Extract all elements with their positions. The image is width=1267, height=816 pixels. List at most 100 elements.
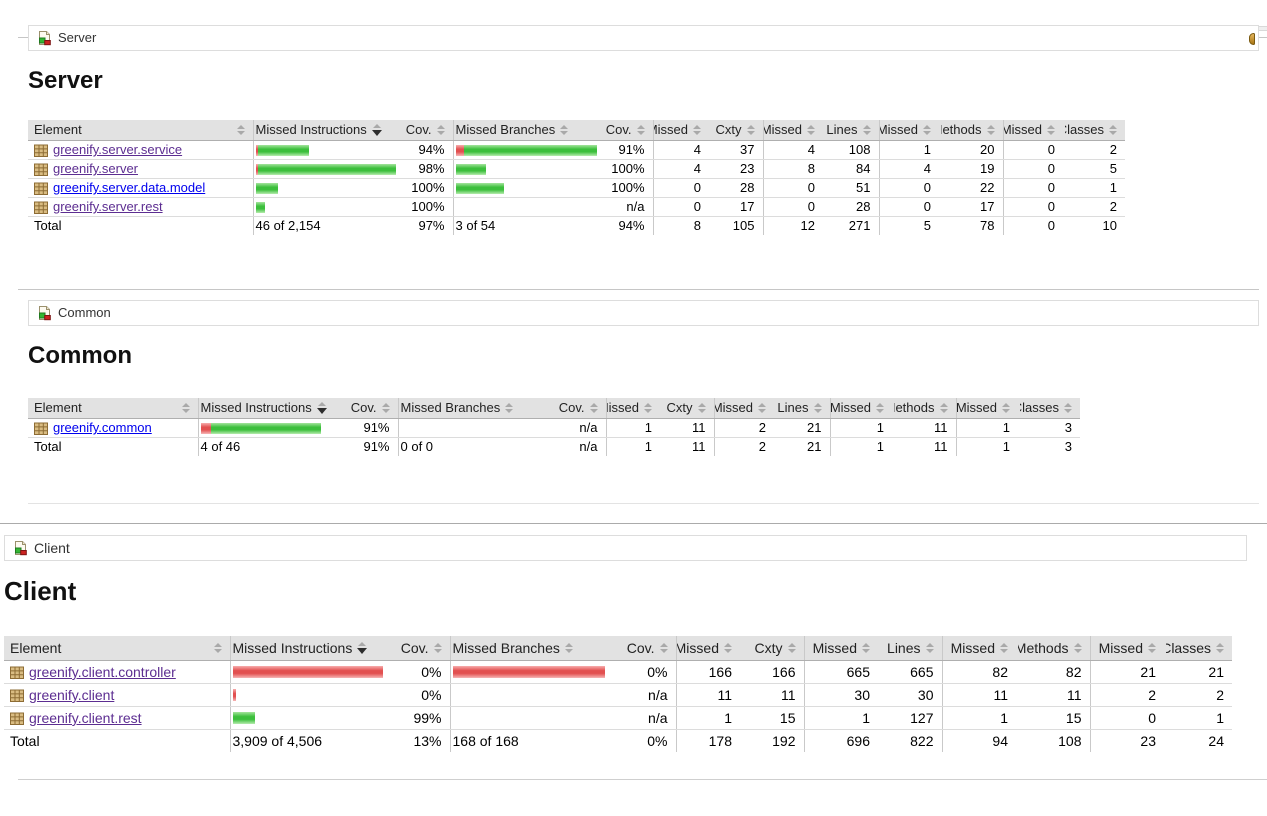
column-header-methods[interactable]: Methods — [894, 398, 956, 419]
total-counter-cell: 105 — [711, 217, 763, 236]
package-link[interactable]: greenify.server.data.model — [53, 181, 205, 195]
column-header-missed-cxty[interactable]: Missed — [653, 120, 711, 141]
column-header-missed-instructions[interactable]: Missed Instructions — [253, 120, 398, 141]
instruction-coverage-cell: 100% — [398, 198, 453, 217]
column-header-cxty[interactable]: Cxty — [711, 120, 763, 141]
package-icon — [10, 712, 24, 725]
instruction-coverage-cell: 100% — [398, 179, 453, 198]
column-label: Missed — [1003, 123, 1042, 137]
session-icon[interactable] — [1249, 33, 1255, 45]
package-link[interactable]: greenify.client.rest — [29, 710, 142, 726]
column-header-instruction-coverage[interactable]: Cov. — [346, 398, 398, 419]
missed-branches-cell — [453, 198, 601, 217]
package-link[interactable]: greenify.server.service — [53, 143, 182, 157]
column-header-missed-cxty[interactable]: Missed — [606, 398, 662, 419]
column-header-missed-lines[interactable]: Missed — [804, 636, 880, 661]
column-header-missed-methods[interactable]: Missed — [942, 636, 1018, 661]
total-counter-cell: 23 — [1090, 730, 1166, 753]
column-header-element[interactable]: Element — [28, 398, 198, 419]
column-header-missed-lines[interactable]: Missed — [763, 120, 825, 141]
column-header-missed-methods[interactable]: Missed — [879, 120, 941, 141]
counter-cell: 20 — [941, 141, 1003, 160]
counter-cell: 0 — [879, 179, 941, 198]
column-header-missed-branches[interactable]: Missed Branches — [398, 398, 550, 419]
column-header-branch-coverage[interactable]: Cov. — [601, 120, 653, 141]
total-label-cell: Total — [28, 438, 198, 457]
column-label: Element — [10, 640, 61, 656]
total-counter-cell: 8 — [653, 217, 711, 236]
table-row: greenify.server.rest100%n/a01702801702 — [28, 198, 1125, 217]
column-label: Missed — [951, 640, 995, 656]
column-header-missed-classes[interactable]: Missed — [1090, 636, 1166, 661]
column-header-classes[interactable]: Classes — [1166, 636, 1232, 661]
total-instruction-coverage-cell: 91% — [346, 438, 398, 457]
column-header-missed-cxty[interactable]: Missed — [676, 636, 742, 661]
column-header-methods[interactable]: Methods — [941, 120, 1003, 141]
column-header-missed-classes[interactable]: Missed — [1003, 120, 1065, 141]
column-header-methods[interactable]: Methods — [1018, 636, 1090, 661]
column-header-missed-branches[interactable]: Missed Branches — [450, 636, 618, 661]
sort-icon — [437, 125, 445, 135]
column-header-lines[interactable]: Lines — [776, 398, 830, 419]
total-counter-cell: 11 — [894, 438, 956, 457]
coverage-bar — [453, 666, 617, 678]
column-header-classes[interactable]: Classes — [1065, 120, 1125, 141]
common-coverage-table: ElementMissed Instructions Cov. Missed Bra… — [28, 398, 1080, 456]
column-header-element[interactable]: Element — [28, 120, 253, 141]
total-counter-cell: 1 — [830, 438, 894, 457]
column-label: Missed — [653, 123, 688, 137]
sort-icon — [693, 125, 701, 135]
sort-icon — [565, 643, 573, 653]
instruction-coverage-cell: 0% — [392, 684, 450, 707]
column-header-missed-instructions[interactable]: Missed Instructions — [198, 398, 346, 419]
column-label: Missed — [763, 123, 802, 137]
column-header-element[interactable]: Element — [4, 636, 230, 661]
total-instruction-coverage-cell: 97% — [398, 217, 453, 236]
column-header-missed-lines[interactable]: Missed — [714, 398, 776, 419]
column-header-cxty[interactable]: Cxty — [662, 398, 714, 419]
column-header-missed-instructions[interactable]: Missed Instructions — [230, 636, 392, 661]
column-label: Missed Branches — [401, 401, 501, 415]
table-row: greenify.client.controller0%0%1661666656… — [4, 661, 1232, 684]
column-header-lines[interactable]: Lines — [825, 120, 879, 141]
column-header-missed-classes[interactable]: Missed — [956, 398, 1020, 419]
sort-icon — [560, 125, 568, 135]
breadcrumb-client: Client — [4, 535, 1247, 561]
sort-icon — [660, 643, 668, 653]
instruction-coverage-cell: 98% — [398, 160, 453, 179]
counter-cell: 1 — [942, 707, 1018, 730]
column-header-branch-coverage[interactable]: Cov. — [618, 636, 676, 661]
missed-branches-cell — [450, 684, 618, 707]
counter-cell: 2 — [1065, 141, 1125, 160]
package-link[interactable]: greenify.client.controller — [29, 664, 176, 680]
package-link[interactable]: greenify.common — [53, 421, 152, 435]
breadcrumb-label: Server — [58, 30, 96, 46]
column-label: Cov. — [351, 401, 377, 415]
column-label: Element — [34, 123, 82, 137]
missed-branches-cell — [453, 141, 601, 160]
column-header-instruction-coverage[interactable]: Cov. — [398, 120, 453, 141]
column-header-branch-coverage[interactable]: Cov. — [550, 398, 606, 419]
counter-cell: 0 — [763, 198, 825, 217]
sort-icon — [1109, 125, 1117, 135]
section-divider-full — [0, 523, 1267, 524]
missed-instructions-cell — [198, 419, 346, 438]
missed-branches-cell — [398, 419, 550, 438]
column-header-missed-methods[interactable]: Missed — [830, 398, 894, 419]
package-link[interactable]: greenify.client — [29, 687, 114, 703]
column-label: Methods — [1018, 640, 1069, 656]
column-header-instruction-coverage[interactable]: Cov. — [392, 636, 450, 661]
total-counter-cell: 5 — [879, 217, 941, 236]
counter-cell: 2 — [1090, 684, 1166, 707]
total-instructions-cell: 3,909 of 4,506 — [230, 730, 392, 753]
column-label: Missed — [676, 640, 719, 656]
column-header-missed-branches[interactable]: Missed Branches — [453, 120, 601, 141]
column-header-classes[interactable]: Classes — [1020, 398, 1080, 419]
package-link[interactable]: greenify.server — [53, 162, 138, 176]
column-header-lines[interactable]: Lines — [880, 636, 942, 661]
element-cell: greenify.client.controller — [4, 661, 230, 684]
column-label: Lines — [826, 123, 857, 137]
column-header-cxty[interactable]: Cxty — [742, 636, 804, 661]
package-link[interactable]: greenify.server.rest — [53, 200, 163, 214]
coverage-bar — [256, 164, 397, 175]
